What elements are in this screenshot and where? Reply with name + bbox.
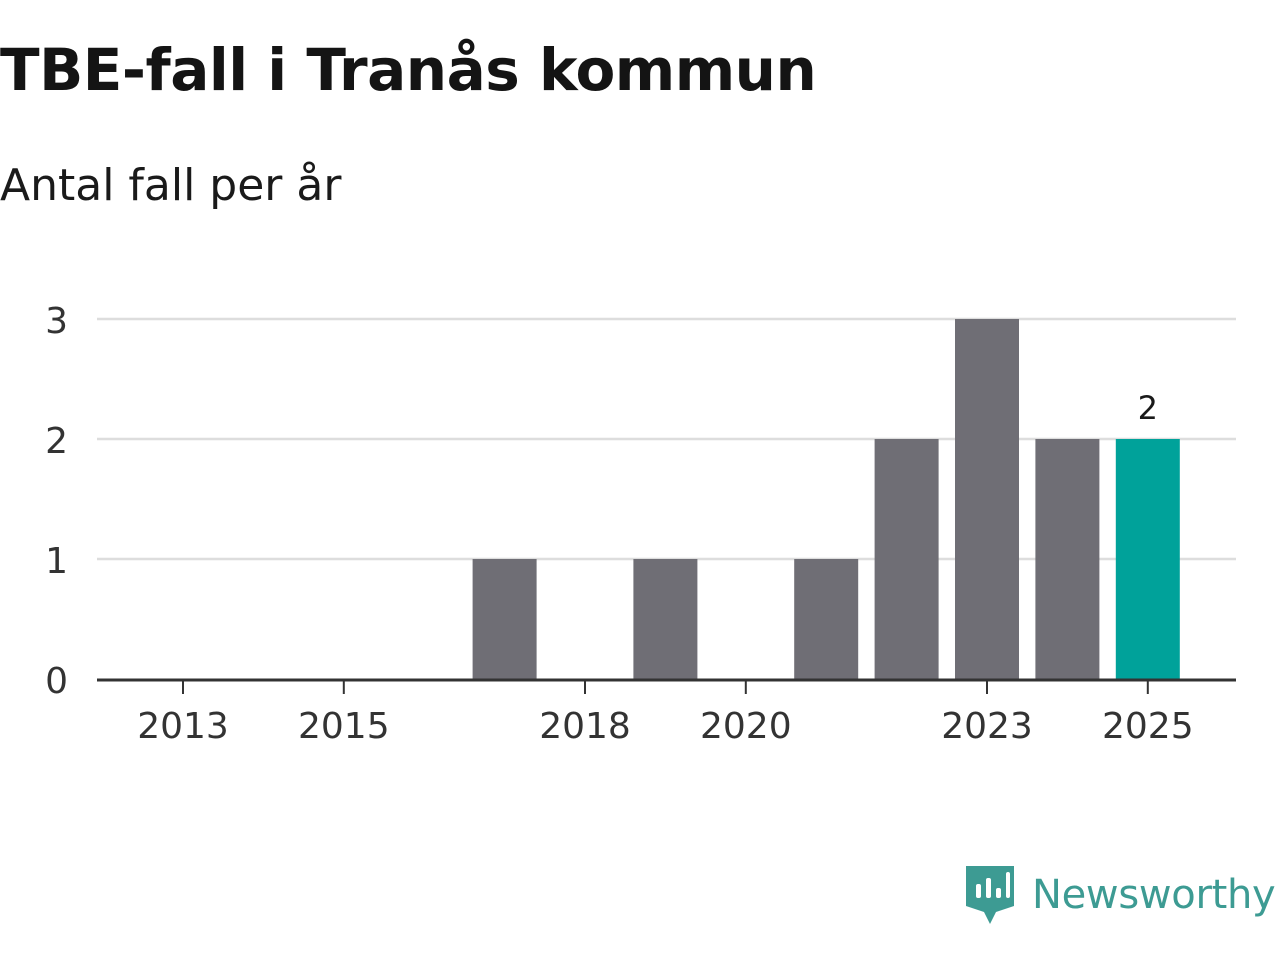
newsworthy-logo-icon — [966, 866, 1014, 924]
bar-2022 — [874, 439, 939, 679]
bar-2025 — [1115, 439, 1180, 679]
brand-name: Newsworthy — [1032, 872, 1276, 918]
y-tick-label-3: 3 — [45, 301, 68, 342]
x-tick-label-2020: 2020 — [700, 706, 792, 747]
bar-chart: 0 1 2 3 2 2013 2015 2018 2020 2023 2025 — [45, 301, 1236, 747]
x-tick-label-2015: 2015 — [298, 706, 390, 747]
y-tick-label-0: 0 — [45, 661, 68, 702]
chart-subtitle: Antal fall per år — [0, 160, 342, 211]
y-tick-label-1: 1 — [45, 541, 68, 582]
bar-2017 — [472, 559, 537, 679]
x-tick-label-2025: 2025 — [1102, 706, 1194, 747]
x-tick-label-2013: 2013 — [137, 706, 229, 747]
data-label-2025: 2 — [1138, 389, 1158, 427]
bar-2019 — [633, 559, 698, 679]
bar-2024 — [1035, 439, 1100, 679]
chart-title: TBE-fall i Tranås kommun — [0, 36, 817, 104]
x-tick-label-2023: 2023 — [941, 706, 1033, 747]
y-tick-label-2: 2 — [45, 421, 68, 462]
bar-2021 — [794, 559, 859, 679]
newsworthy-brand: Newsworthy — [962, 862, 1276, 928]
bar-2023 — [955, 319, 1019, 679]
x-tick-label-2018: 2018 — [539, 706, 631, 747]
